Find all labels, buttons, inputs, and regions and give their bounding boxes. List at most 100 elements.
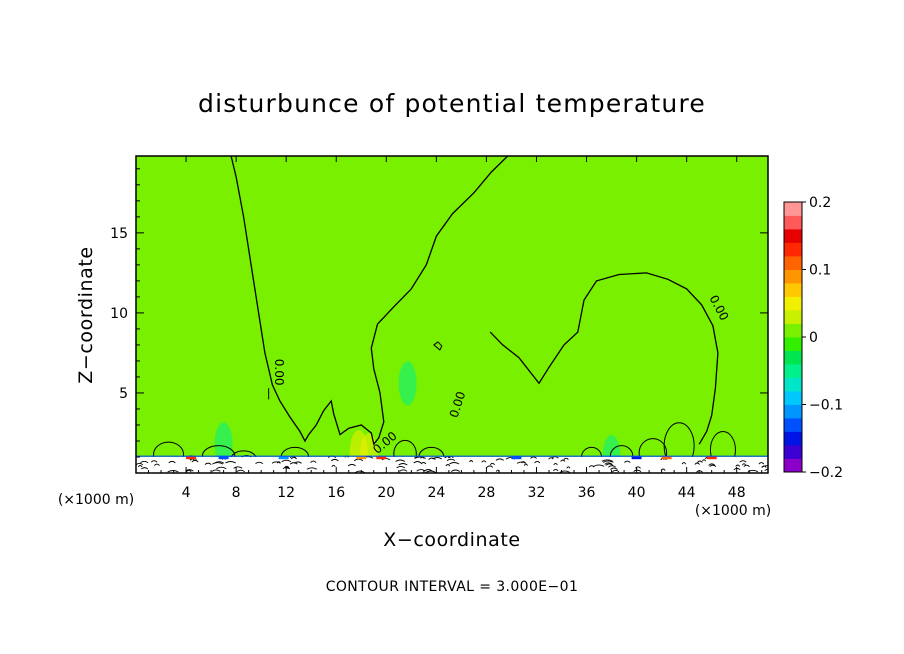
surface-squiggle [548,457,554,460]
surface-squiggle [212,462,224,465]
y-tick-label: 15 [110,226,128,242]
surface-squiggle [481,460,487,463]
colorbar-swatch [784,391,802,405]
surface-squiggle [612,469,620,473]
x-tick-label: 8 [232,485,241,501]
surface-squiggle [523,463,528,466]
surface-squiggle [413,461,422,464]
surface-squiggle [310,460,317,463]
surface-squiggle [185,469,192,473]
y-tick-label: 10 [110,306,128,322]
plot-area [136,156,768,473]
surface-squiggle [289,462,298,465]
surface-squiggle [593,464,605,467]
surface-squiggle [563,457,569,460]
colorbar-tick-label: 0.1 [809,263,831,279]
surface-squiggle [276,461,281,464]
surface-squiggle [521,461,526,464]
surface-squiggle [588,465,595,468]
surface-squiggle [559,470,571,473]
surface-color-patch [631,456,642,460]
surface-squiggle [697,460,703,463]
surface-squiggle [425,470,437,473]
surface-squiggle [233,466,243,469]
colorbar-swatch [784,377,802,392]
y-tick-label: 5 [119,386,128,402]
surface-squiggle [306,467,318,470]
colorbar-tick-label: 0.2 [809,195,831,211]
zero-contour-line [489,272,719,445]
surface-color-patch [278,456,289,460]
plot-frame [135,155,769,474]
surface-squiggle [681,462,687,465]
surface-squiggle [428,457,436,460]
colorbar-swatch [784,269,802,284]
surface-squiggle [290,456,298,460]
surface-squiggle [420,462,427,465]
surface-squiggle [604,462,613,465]
x-axis: 4 8 12 16 20 24 28 32 36 40 44 48 [148,156,763,501]
surface-squiggle [708,463,716,466]
surface-squiggle [153,463,160,466]
x-tick-label: 16 [327,485,345,501]
surface-squiggle [416,469,426,472]
surface-squiggle [610,467,618,470]
surface-squiggle [330,458,339,462]
x-tick-label: 32 [528,485,546,501]
surface-squiggle [739,460,747,463]
surface-squiggle [353,458,364,462]
anomaly-blob [398,361,417,406]
x-tick-label: 12 [277,485,295,501]
colorbar-swatch [784,364,802,378]
surface-squiggle [167,470,179,473]
surface-squiggle [608,465,616,468]
colorbar-swatch [784,202,802,216]
surface-squiggle [566,466,571,469]
x-tick-label: 28 [478,485,496,501]
colorbar-swatch [784,337,802,351]
y-axis-label: Z−coordinate [75,246,97,383]
x-tick-label: 48 [728,485,746,501]
surface-squiggle [396,465,406,469]
surface-color-patch [706,456,717,460]
contour-label: 0.00 [272,359,286,386]
zero-contour-line [230,156,509,446]
surface-squiggle [743,464,750,468]
colorbar-swatch [784,256,802,270]
surface-squiggle [469,460,474,463]
surface-squiggle [191,459,199,463]
surface-squiggle [140,467,149,470]
colorbar-swatch [784,296,802,311]
surface-squiggle [489,462,495,466]
surface-squiggle [225,461,237,464]
colorbar-tick-label: −0.2 [809,465,843,481]
surface-squiggle [601,459,613,462]
surface-squiggle [694,462,701,465]
surface-squiggle [204,462,212,465]
surface-color-patch [356,456,367,460]
surface-squiggle [742,463,747,466]
surface-squiggle [398,463,408,466]
surface-squiggle [761,465,767,468]
colorbar-swatch [784,215,802,230]
surface-squiggle [331,464,336,468]
surface-squiggle [758,462,765,465]
surface-squiggle [255,461,264,465]
contour-interval-note: CONTOUR INTERVAL = 3.000E−01 [326,579,579,595]
colorbar-swatch [784,283,802,297]
chart-title: disturbunce of potential temperature [198,89,706,118]
surface-squiggle [354,470,365,473]
surface-squiggle [347,463,356,467]
surface-squiggle [236,469,245,473]
x-unit-left: (×1000 m) [58,492,134,508]
surface-squiggle [137,464,143,468]
x-tick-label: 44 [678,485,696,501]
anomaly-blob [214,422,233,467]
x-unit-right: (×1000 m) [695,503,771,519]
x-tick-label: 20 [377,485,395,501]
colorbar [784,202,802,473]
surface-squiggle [294,461,302,464]
surface-squiggle [702,459,706,462]
surface-squiggle [553,462,558,466]
contour-fragment [433,341,443,351]
